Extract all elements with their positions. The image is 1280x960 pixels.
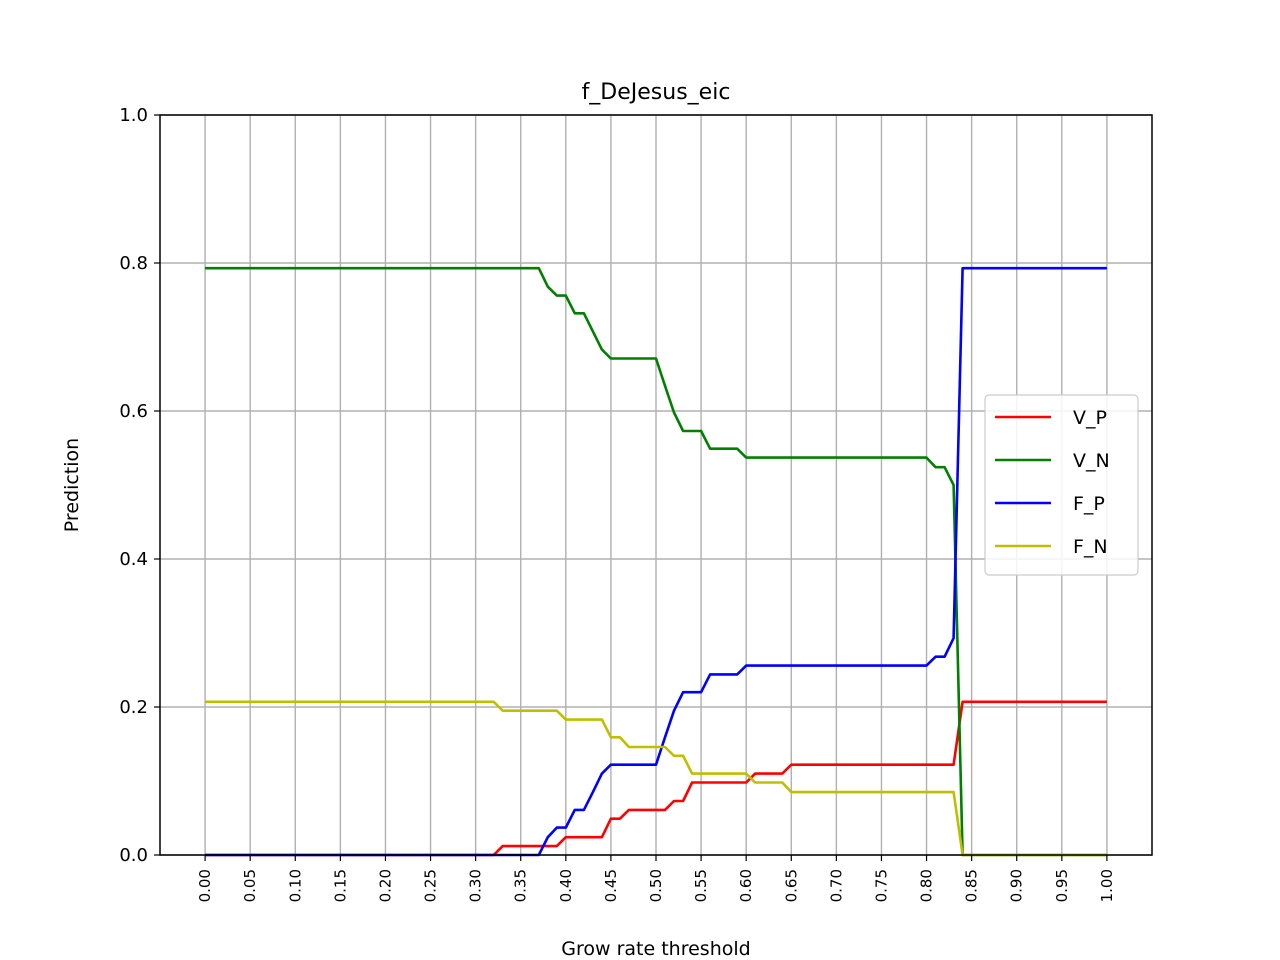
y-tick-label: 0.0 xyxy=(119,845,148,866)
x-tick-label: 0.10 xyxy=(286,869,304,902)
legend-label: F_P xyxy=(1073,493,1105,515)
x-tick-label: 0.70 xyxy=(827,869,845,902)
legend: V_P V_N F_P F_N xyxy=(984,394,1139,576)
x-tick-label: 0.40 xyxy=(557,869,575,902)
x-tick-label: 0.65 xyxy=(782,869,800,902)
axis-ticks: 0.00 0.05 0.10 0.15 0.20 0.25 0.30 0.35 0.40 0.45… xyxy=(119,105,1116,902)
x-tick-label: 0.35 xyxy=(512,869,530,902)
plot-lines xyxy=(205,266,1107,857)
x-tick-label: 0.90 xyxy=(1008,869,1026,902)
x-tick-label: 0.05 xyxy=(241,869,259,902)
x-tick-label: 0.80 xyxy=(918,869,936,902)
x-tick-label: 0.20 xyxy=(376,869,394,902)
series-line-v-n xyxy=(205,266,1107,857)
x-tick-label: 0.15 xyxy=(331,869,349,902)
x-tick-label: 0.95 xyxy=(1053,869,1071,902)
y-tick-label: 1.0 xyxy=(119,105,148,126)
x-tick-label: 0.25 xyxy=(422,869,440,902)
x-tick-label: 0.60 xyxy=(737,869,755,902)
x-axis-label: Grow rate threshold xyxy=(561,938,750,960)
x-tick-label: 0.50 xyxy=(647,869,665,902)
legend-label: V_P xyxy=(1073,407,1107,429)
chart-title: f_DeJesus_eic xyxy=(582,80,731,105)
x-tick-label: 0.45 xyxy=(602,869,620,902)
y-tick-label: 0.8 xyxy=(119,253,148,274)
legend-label: V_N xyxy=(1073,450,1110,472)
x-tick-label: 0.00 xyxy=(196,869,214,902)
y-tick-label: 0.4 xyxy=(119,549,148,570)
x-tick-label: 0.75 xyxy=(872,869,890,902)
legend-box xyxy=(984,394,1139,576)
x-tick-label: 0.30 xyxy=(467,869,485,902)
series-line-f-p xyxy=(205,266,1107,857)
y-tick-label: 0.2 xyxy=(119,697,148,718)
x-tick-label: 0.85 xyxy=(963,869,981,902)
series-line-f-n xyxy=(205,700,1107,857)
x-tick-label: 1.00 xyxy=(1098,869,1116,902)
legend-label: F_N xyxy=(1073,536,1108,558)
y-tick-label: 0.6 xyxy=(119,401,148,422)
series-line-v-p xyxy=(205,700,1107,857)
x-tick-label: 0.55 xyxy=(692,869,710,902)
y-axis-label: Prediction xyxy=(61,438,83,532)
